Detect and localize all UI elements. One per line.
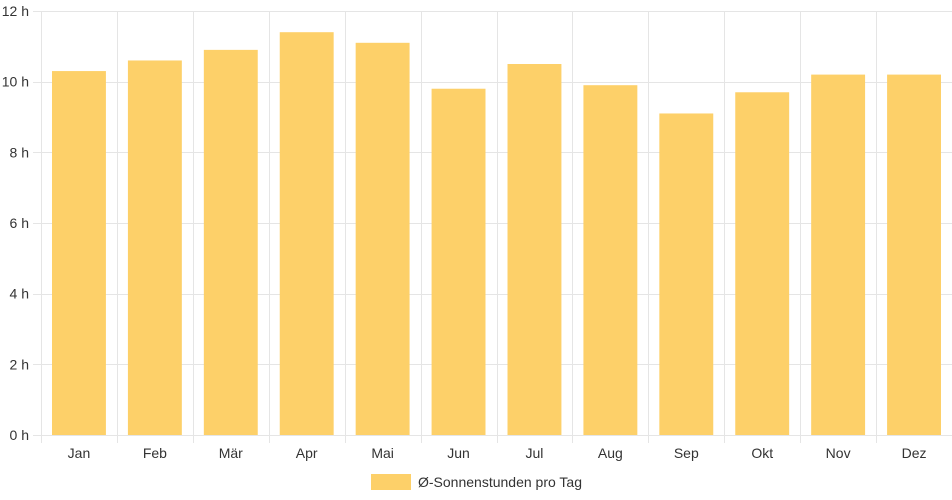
x-tick-label: Dez [902,445,927,461]
legend-label: Ø-Sonnenstunden pro Tag [418,474,582,490]
bar[interactable] [659,113,714,435]
x-tick-label: Okt [751,445,773,461]
x-tick-label: Nov [826,445,851,461]
x-axis: Jan Feb Mär Apr Mai Jun Jul Aug Sep Okt Nov Dez [68,445,927,461]
y-tick-label: 2 h [10,356,29,372]
x-tick-label: Sep [674,445,699,461]
legend[interactable]: Ø-Sonnenstunden pro Tag [371,474,582,490]
x-tick-label: Apr [296,445,318,461]
bar[interactable] [887,74,941,435]
x-tick-label: Jun [447,445,470,461]
y-axis: 0 h 2 h 4 h 6 h 8 h 10 h 12 h [2,3,29,443]
x-tick-label: Mär [219,445,243,461]
y-tick-label: 8 h [10,144,29,160]
y-tick-label: 6 h [10,215,29,231]
bars [52,32,941,436]
x-tick-label: Mai [371,445,394,461]
y-tick-label: 12 h [2,3,29,19]
bar[interactable] [203,49,258,435]
bar[interactable] [583,85,638,435]
bar[interactable] [279,32,334,435]
y-tick-label: 10 h [2,74,29,90]
bar[interactable] [52,71,106,436]
grid [33,11,952,443]
bar[interactable] [811,74,866,435]
bar[interactable] [735,92,790,436]
bar[interactable] [127,60,182,435]
x-tick-label: Aug [598,445,623,461]
y-tick-label: 0 h [10,427,29,443]
x-tick-label: Jan [68,445,91,461]
x-tick-label: Feb [143,445,167,461]
legend-swatch [371,474,411,490]
y-tick-label: 4 h [10,286,29,302]
bar[interactable] [507,64,562,435]
bar[interactable] [431,88,486,435]
x-tick-label: Jul [526,445,544,461]
bar[interactable] [355,42,410,436]
